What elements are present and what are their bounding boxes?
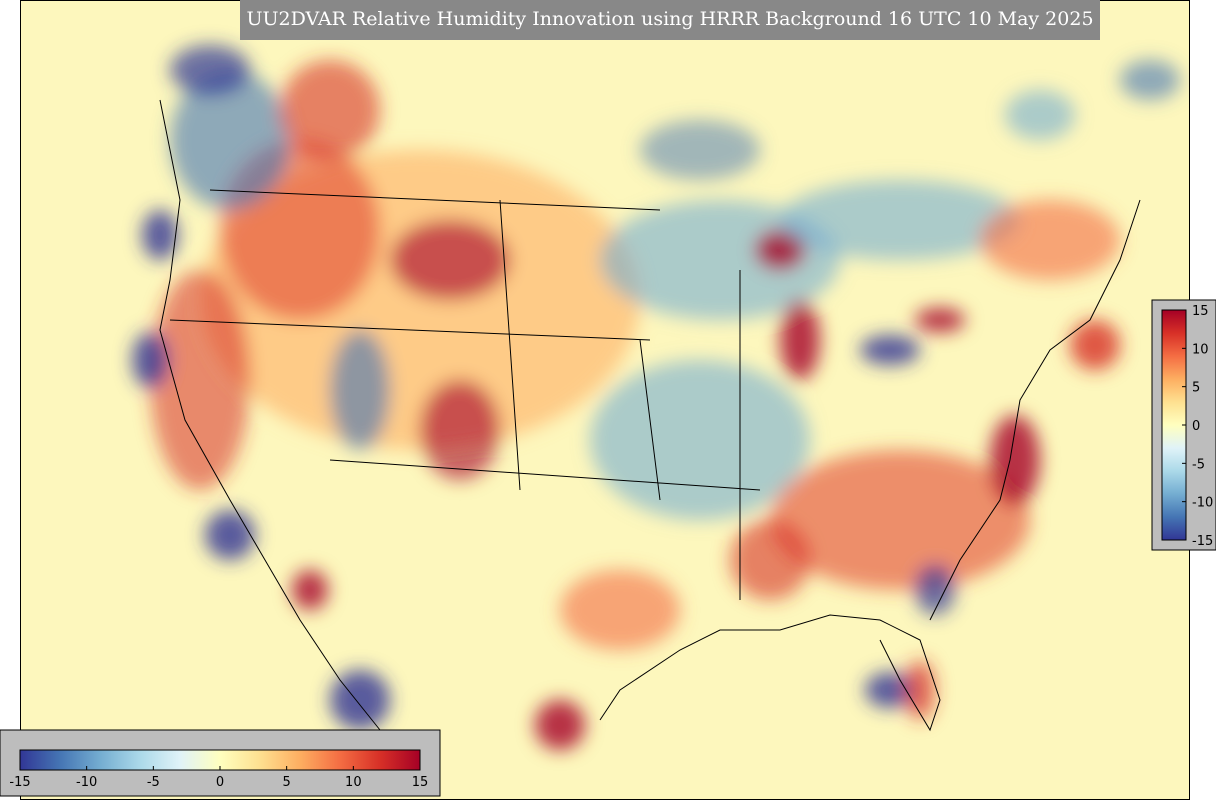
tick-label: 10 <box>345 775 362 790</box>
innovation-field <box>132 45 1180 750</box>
colorbar-ticks: -15 -10 -5 0 5 10 15 <box>9 766 428 790</box>
map-field <box>20 0 1190 800</box>
tick-label: 5 <box>283 775 291 790</box>
tick-label: -5 <box>147 775 160 790</box>
tick-label: -10 <box>1192 496 1213 511</box>
tick-label: -15 <box>1192 534 1213 549</box>
tick-label: 0 <box>1192 419 1200 434</box>
tick-label: 15 <box>1192 304 1209 319</box>
tick-label: 0 <box>216 775 224 790</box>
tick-label: 10 <box>1192 342 1209 357</box>
tick-label: -5 <box>1192 457 1205 472</box>
title-box <box>240 0 1100 40</box>
tick-label: -10 <box>76 775 97 790</box>
colorbar-ticks: 15 10 5 0 -5 -10 -15 <box>1182 304 1213 549</box>
tick-label: -15 <box>9 775 30 790</box>
tick-label: 15 <box>412 775 429 790</box>
tick-label: 5 <box>1192 381 1200 396</box>
boundaries <box>159 99 1141 791</box>
title: UU2DVAR Relative Humidity Innovation usi… <box>246 8 1093 30</box>
